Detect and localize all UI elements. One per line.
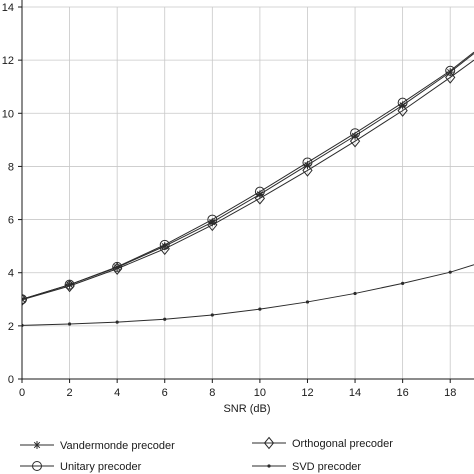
x-tick-label: 10 [254, 387, 266, 399]
y-tick-label: 8 [8, 161, 14, 173]
x-tick-label: 2 [67, 387, 73, 399]
x-tick-label: 14 [349, 387, 361, 399]
series-4-point [210, 313, 214, 317]
series-1-point [113, 263, 122, 272]
series-3-point [112, 262, 123, 276]
grid [22, 6, 474, 379]
series-2-point [112, 261, 123, 272]
legend-label: Orthogonal precoder [292, 438, 393, 450]
series-lines [22, 51, 474, 326]
series-2-point [397, 97, 408, 108]
series-1-point [255, 190, 264, 199]
y-tick-label: 12 [2, 55, 14, 67]
series-1-point [160, 242, 169, 251]
series-3-point [445, 71, 456, 84]
y-tick-label: 6 [8, 215, 14, 227]
series-3-point [254, 192, 266, 205]
series-3-point [64, 279, 75, 293]
x-tick-label: 12 [301, 387, 313, 399]
series-4-point [258, 307, 262, 311]
y-tick-label: 10 [2, 108, 14, 120]
legend-label: Unitary precoder [60, 461, 142, 473]
series-2-point [159, 239, 170, 250]
series-line-1 [22, 53, 474, 300]
tick-labels: 0 2 4 6 8 10 12 14 0 2 4 6 8 10 12 14 16 18 [2, 2, 457, 399]
series-2-point [302, 157, 313, 168]
y-tick-label: 2 [8, 321, 14, 333]
series-4-point [448, 270, 452, 274]
legend-marker [32, 461, 42, 471]
series-4-point [115, 320, 119, 324]
series-4-point [67, 322, 72, 326]
legend-entry-1: Vandermonde precoder [20, 440, 175, 452]
legend-marker [263, 436, 275, 450]
series-1-point [65, 280, 74, 289]
y-tick-label: 0 [8, 374, 14, 386]
series-2-point [350, 128, 361, 139]
series-4-point [305, 300, 310, 304]
legend-entry-4: SVD precoder [252, 461, 361, 473]
series-4-point [353, 291, 357, 296]
series-3-point [22, 293, 28, 307]
x-tick-label: 8 [209, 387, 215, 399]
series-3-point [397, 104, 408, 117]
legend-marker [33, 441, 41, 449]
series-2-point [254, 186, 265, 197]
series-4-point [163, 317, 167, 321]
legend-label: SVD precoder [292, 461, 361, 473]
legend-marker [267, 464, 271, 468]
y-tick-label: 14 [2, 2, 14, 14]
series-3-point [159, 242, 170, 256]
series-line-3 [22, 59, 474, 301]
series-1-point [208, 218, 217, 227]
x-axis-title: SNR (dB) [223, 403, 270, 415]
series-line-2 [22, 51, 474, 300]
x-tick-label: 18 [444, 387, 456, 399]
series-markers [22, 65, 456, 327]
x-tick-label: 0 [19, 387, 25, 399]
x-tick-label: 4 [114, 387, 120, 399]
series-line-4 [22, 264, 474, 326]
series-3-point [302, 164, 313, 177]
legend-entry-2: Unitary precoder [20, 461, 142, 473]
x-tick-label: 16 [397, 387, 409, 399]
x-tick-label: 6 [162, 387, 168, 399]
legend-label: Vandermonde precoder [60, 440, 175, 452]
series-3-point [207, 218, 218, 232]
legend-entry-3: Orthogonal precoder [252, 436, 393, 450]
axes [18, 0, 474, 383]
legend: Vandermonde precoder Unitary precoder Orth… [20, 436, 393, 473]
series-2-point [207, 214, 218, 225]
series-3-point [349, 134, 361, 148]
series-2-point [445, 65, 456, 76]
series-4-point [401, 281, 405, 285]
y-tick-label: 4 [8, 268, 14, 280]
